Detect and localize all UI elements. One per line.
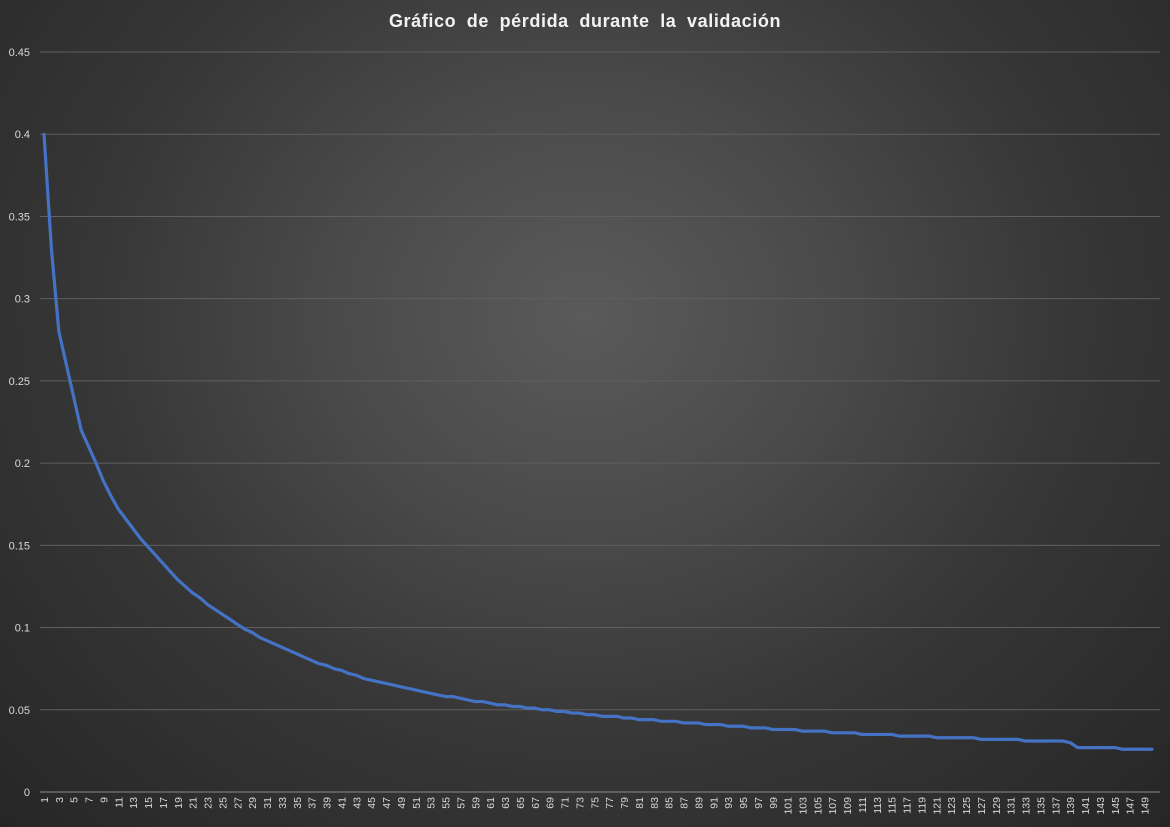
x-tick-label: 71 [560,797,572,809]
x-tick-label: 23 [203,797,215,809]
x-tick-label: 43 [351,797,363,809]
x-tick-label: 139 [1065,797,1077,815]
x-tick-label: 39 [322,797,334,809]
x-tick-label: 59 [470,797,482,809]
x-tick-label: 89 [693,797,705,809]
y-axis-tick-labels: 0 0.05 0.1 0.15 0.2 0.25 0.3 0.35 0.4 0.45 [9,47,30,799]
x-tick-label: 67 [530,797,542,809]
x-tick-label: 33 [277,797,289,809]
x-tick-label: 125 [961,797,973,815]
x-tick-label: 87 [679,797,691,809]
x-tick-label: 25 [217,797,229,809]
y-tick-label: 0.35 [9,211,30,223]
x-tick-label: 103 [797,797,809,815]
x-tick-label: 81 [634,797,646,809]
y-tick-label: 0.4 [15,129,30,141]
x-tick-label: 119 [916,797,928,814]
x-tick-label: 41 [336,797,348,809]
x-tick-label: 51 [411,797,423,809]
x-tick-label: 99 [768,797,780,809]
x-tick-label: 63 [500,797,512,809]
x-tick-label: 57 [455,797,467,809]
x-tick-label: 1 [39,797,51,803]
x-tick-label: 29 [247,797,259,809]
x-tick-label: 31 [262,797,274,809]
x-tick-label: 147 [1125,797,1137,815]
y-tick-label: 0.25 [9,376,30,388]
series-line [42,132,1154,751]
x-tick-label: 47 [381,797,393,809]
y-tick-label: 0.05 [9,705,30,717]
x-tick-label: 97 [753,797,765,809]
x-tick-label: 5 [69,797,81,803]
x-tick-label: 105 [812,797,824,815]
x-tick-label: 21 [188,797,200,809]
y-tick-label: 0.15 [9,540,30,552]
x-tick-label: 83 [649,797,661,809]
x-tick-label: 141 [1080,797,1092,815]
x-tick-label: 45 [366,797,378,809]
x-tick-label: 11 [113,797,125,808]
x-tick-label: 111 [857,797,869,813]
x-axis-tick-labels: 1 3 5 7 9 11 13 15 17 19 21 23 25 27 29 31 33 35 37 39 41 43 4… [39,797,1152,815]
x-tick-label: 35 [292,797,304,809]
x-tick-label: 53 [426,797,438,809]
y-tick-label: 0.3 [15,294,30,306]
x-tick-label: 77 [604,797,616,809]
x-tick-label: 137 [1050,797,1062,815]
x-tick-label: 107 [827,797,839,815]
x-tick-label: 123 [946,797,958,815]
y-tick-label: 0.2 [15,458,30,470]
x-tick-label: 37 [307,797,319,809]
y-tick-label: 0 [24,787,30,799]
x-tick-label: 117 [902,797,914,814]
x-tick-label: 19 [173,797,185,809]
x-tick-label: 85 [664,797,676,809]
x-tick-label: 93 [723,797,735,809]
x-tick-label: 109 [842,797,854,815]
x-tick-label: 145 [1110,797,1122,815]
x-tick-label: 3 [54,797,66,803]
x-tick-label: 101 [783,797,795,815]
x-tick-label: 7 [84,797,96,803]
series-layer [42,132,1154,751]
x-tick-label: 91 [708,797,720,809]
x-tick-label: 95 [738,797,750,809]
x-tick-label: 113 [872,797,884,814]
x-tick-label: 129 [991,797,1003,815]
x-tick-label: 149 [1140,797,1152,815]
x-tick-label: 17 [158,797,170,809]
chart-title: Gráfico de pérdida durante la validación [388,11,782,31]
x-tick-label: 79 [619,797,631,809]
x-tick-label: 133 [1021,797,1033,815]
x-tick-label: 121 [931,797,943,815]
x-tick-label: 69 [545,797,557,809]
x-tick-label: 9 [98,797,110,803]
gridlines [40,51,1160,793]
x-tick-label: 131 [1006,797,1018,815]
x-tick-label: 65 [515,797,527,809]
x-tick-label: 75 [589,797,601,809]
x-tick-label: 13 [128,797,140,809]
x-tick-label: 55 [441,797,453,809]
x-tick-label: 73 [574,797,586,809]
x-tick-label: 15 [143,797,155,809]
x-tick-label: 27 [232,797,244,809]
x-tick-label: 127 [976,797,988,815]
x-tick-label: 115 [887,797,899,814]
x-tick-label: 143 [1095,797,1107,815]
x-tick-label: 61 [485,797,497,809]
x-tick-label: 135 [1035,797,1047,815]
y-tick-label: 0.1 [15,623,30,635]
y-tick-label: 0.45 [9,47,30,59]
x-tick-label: 49 [396,797,408,809]
